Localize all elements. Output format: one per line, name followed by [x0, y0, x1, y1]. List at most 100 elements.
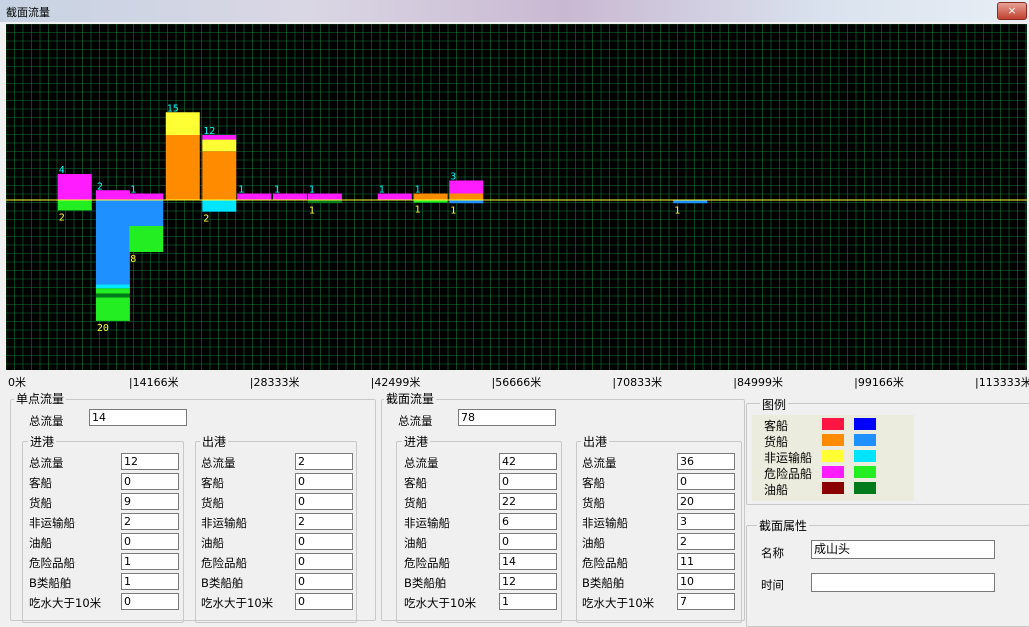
single-out-row-label: B类船舶 [201, 576, 244, 590]
section-in-row-label: 油船 [404, 536, 427, 550]
single-in-row-label: 危险品船 [29, 556, 75, 570]
single-out-row-label: 总流量 [201, 456, 236, 470]
legend-out-swatch [854, 466, 876, 478]
section-out-row-field[interactable]: 20 [677, 493, 735, 510]
section-out-row-field[interactable]: 0 [677, 473, 735, 490]
section-out-row-field[interactable]: 2 [677, 533, 735, 550]
legend-item-label: 危险品船 [764, 467, 813, 481]
single-out-row-field[interactable]: 2 [295, 513, 353, 530]
section-in-row-label: B类船舶 [404, 576, 447, 590]
bar-value-label: 1 [309, 205, 315, 216]
time-label: 时间 [761, 578, 784, 592]
section-total-field[interactable]: 78 [458, 409, 556, 426]
section-out-row-label: B类船舶 [582, 576, 625, 590]
section-flow-title: 截面流量 [384, 390, 437, 407]
bar-value-label: 1 [130, 185, 136, 196]
section-out-row-field[interactable]: 3 [677, 513, 735, 530]
x-axis-ticks: 0米 |14166米 |28333米 |42499米 |56666米 |70833米 |84… [0, 372, 1029, 390]
section-in-row-field[interactable]: 0 [499, 473, 557, 490]
outbound-bar-segment [449, 200, 484, 204]
single-in-row-label: 货船 [29, 496, 52, 510]
bar-value-label: 1 [415, 205, 421, 216]
single-out-row-field[interactable]: 0 [295, 473, 353, 490]
inbound-bar-segment [202, 151, 237, 200]
x-tick-label: |70833米 [612, 376, 663, 389]
bar-value-label: 20 [97, 323, 109, 334]
inbound-bar-segment [413, 193, 448, 200]
section-in-row-field[interactable]: 42 [499, 453, 557, 470]
inbound-bar-segment [57, 174, 92, 200]
section-in-row-field[interactable]: 14 [499, 553, 557, 570]
single-in-row-field[interactable]: 1 [121, 553, 179, 570]
section-in-row-label: 总流量 [404, 456, 439, 470]
single-in-row-label: 客船 [29, 476, 52, 490]
single-in-row-field[interactable]: 1 [121, 573, 179, 590]
single-out-row-label: 油船 [201, 536, 224, 550]
section-in-row-field[interactable]: 6 [499, 513, 557, 530]
legend-out-swatch [854, 418, 876, 430]
single-in-row-field[interactable]: 12 [121, 453, 179, 470]
bar-value-label: 2 [203, 214, 209, 225]
outbound-bar-segment [95, 284, 130, 289]
single-out-row-field[interactable]: 0 [295, 573, 353, 590]
single-in-row-field[interactable]: 9 [121, 493, 179, 510]
section-out-row-field[interactable]: 11 [677, 553, 735, 570]
section-out-row-field[interactable]: 10 [677, 573, 735, 590]
inbound-bar-segment [377, 193, 412, 200]
bar-value-label: 1 [238, 185, 244, 196]
legend-item-label: 客船 [764, 419, 789, 433]
inbound-bar-segment [237, 193, 272, 200]
legend-in-swatch [822, 418, 844, 430]
single-out-row-field[interactable]: 2 [295, 453, 353, 470]
single-in-row-field[interactable]: 2 [121, 513, 179, 530]
legend-item-label: 货船 [764, 435, 789, 449]
single-total-label: 总流量 [29, 414, 64, 428]
name-field[interactable]: 成山头 [811, 540, 995, 559]
section-in-row-field[interactable]: 12 [499, 573, 557, 590]
single-in-row-field[interactable]: 0 [121, 473, 179, 490]
x-tick-label: 0米 [8, 376, 26, 389]
single-total-field[interactable]: 14 [89, 409, 187, 426]
bar-value-label: 1 [674, 205, 680, 216]
section-in-row-field[interactable]: 0 [499, 533, 557, 550]
single-in-row-field[interactable]: 0 [121, 533, 179, 550]
section-in-row-label: 货船 [404, 496, 427, 510]
section-out-row-label: 总流量 [582, 456, 617, 470]
single-out-row-field[interactable]: 0 [295, 493, 353, 510]
single-out-row-field[interactable]: 0 [295, 553, 353, 570]
single-in-row-field[interactable]: 0 [121, 593, 179, 610]
section-props-title: 截面属性 [757, 517, 810, 534]
x-tick-label: |42499米 [370, 376, 421, 389]
inbound-bar-segment [165, 135, 200, 200]
inbound-bar-segment [129, 193, 164, 200]
single-out-row-field[interactable]: 0 [295, 533, 353, 550]
bar-value-label: 3 [450, 172, 456, 183]
outbound-bar-segment [129, 200, 164, 226]
x-tick-label: |99166米 [854, 376, 904, 389]
section-out-row-label: 客船 [582, 476, 605, 490]
legend-group [746, 403, 1029, 505]
section-in-row-label: 非运输船 [404, 516, 450, 530]
legend-title: 图例 [760, 396, 789, 413]
x-tick-label: |113333米 [975, 376, 1029, 389]
section-in-row-field[interactable]: 1 [499, 593, 557, 610]
single-out-row-label: 危险品船 [201, 556, 247, 570]
close-button[interactable]: × [997, 2, 1027, 20]
section-out-row-field[interactable]: 36 [677, 453, 735, 470]
outbound-bar-segment [202, 200, 237, 212]
section-in-row-label: 客船 [404, 476, 427, 490]
time-field[interactable] [811, 573, 995, 592]
section-out-title: 出港 [581, 433, 610, 450]
section-out-row-label: 油船 [582, 536, 605, 550]
single-out-row-label: 货船 [201, 496, 224, 510]
inbound-bar-segment [307, 193, 342, 200]
outbound-bar-segment [673, 200, 708, 204]
x-tick-label: |56666米 [491, 376, 542, 389]
legend-in-swatch [822, 482, 844, 494]
single-in-row-label: 吃水大于10米 [29, 596, 102, 610]
single-out-row-field[interactable]: 0 [295, 593, 353, 610]
single-out-row-label: 非运输船 [201, 516, 247, 530]
section-in-row-field[interactable]: 22 [499, 493, 557, 510]
section-out-row-field[interactable]: 7 [677, 593, 735, 610]
